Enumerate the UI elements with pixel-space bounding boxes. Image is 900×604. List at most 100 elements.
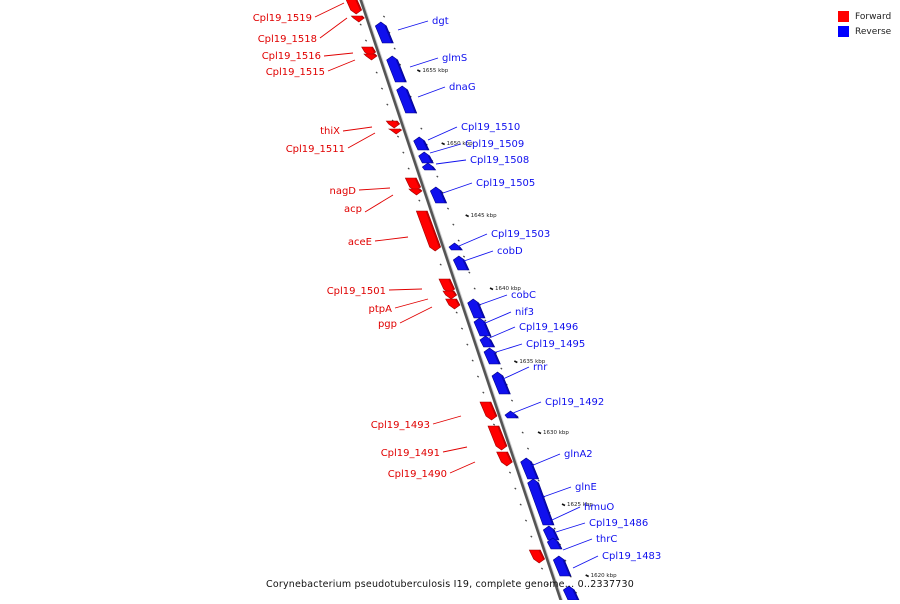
rev-19-leader — [562, 538, 593, 551]
minor-tick — [457, 239, 460, 242]
gene-features — [345, 0, 580, 601]
gene-cpl19-1518-shade — [360, 15, 364, 19]
gene-cpl19-1495-shade — [493, 351, 501, 365]
gene-glms-shade — [395, 59, 407, 83]
gene-dnag-shade — [405, 89, 417, 114]
minor-tick — [471, 359, 474, 362]
kbp-tick — [465, 214, 470, 218]
fwd-5-leader — [347, 132, 376, 149]
rev-11-leader — [486, 326, 516, 340]
rev-15-label: glnA2 — [564, 449, 593, 460]
gene-dgt — [374, 21, 394, 44]
fwd-4-label: thiX — [320, 126, 340, 137]
kbp-tick — [441, 142, 446, 146]
gene-acp — [408, 188, 423, 196]
gene-cpl19-1515 — [363, 53, 378, 61]
fwd-7-leader — [364, 194, 394, 213]
minor-tick — [476, 375, 480, 378]
minor-tick — [492, 423, 496, 426]
gene-nif3-shade — [483, 321, 491, 337]
gene-cpl19-1518 — [350, 15, 365, 23]
gene-cpl19-1515-shade — [373, 53, 377, 57]
rev-6-leader — [442, 182, 473, 194]
gene-cpl19-1492-shade — [514, 414, 518, 419]
rev-15-leader — [530, 453, 561, 467]
gene-cpl19-1503-shade — [458, 246, 462, 251]
rev-6-label: Cpl19_1505 — [476, 178, 535, 189]
rev-2-leader — [417, 86, 446, 98]
kbp-tick — [561, 503, 566, 507]
rev-16-leader — [542, 486, 572, 498]
kbp-tick — [416, 69, 421, 73]
fwd-4-leader — [342, 126, 373, 132]
minor-tick — [380, 87, 384, 90]
rev-20-label: Cpl19_1483 — [602, 551, 661, 562]
fwd-3-label: Cpl19_1515 — [266, 67, 325, 78]
gene-dgt-shade — [384, 25, 394, 44]
rev-20-leader — [572, 555, 599, 569]
rev-8-leader — [463, 250, 494, 262]
gene-thix — [385, 120, 401, 129]
forward-swatch — [838, 11, 849, 22]
legend-forward-label: Forward — [855, 11, 892, 22]
rev-9-leader — [478, 294, 508, 306]
fwd-11-label: pgp — [378, 319, 397, 330]
gene-cobd-shade — [462, 259, 469, 271]
fwd-12-label: Cpl19_1493 — [371, 420, 430, 431]
gene-glms — [386, 55, 407, 83]
gene-cpl19-1490-shade — [505, 451, 513, 463]
gene-cpl19-1493-shade — [489, 401, 497, 417]
gene-unlabeled-rev-shade — [572, 589, 579, 601]
gene-cpl19-1510-shade — [422, 140, 429, 151]
reverse-swatch — [838, 26, 849, 37]
minor-tick — [524, 519, 528, 522]
gene-cpl19-1505-shade — [439, 190, 447, 204]
rev-0-label: dgt — [432, 16, 449, 27]
minor-tick — [462, 255, 466, 258]
fwd-0-label: Cpl19_1519 — [253, 13, 312, 24]
gene-nagd-shade — [414, 177, 421, 188]
kbp-label: 1655 kbp — [422, 68, 448, 74]
fwd-6-label: nagD — [329, 186, 356, 197]
gene-pgp-shade — [454, 298, 460, 306]
map-caption: Corynebacterium pseudotuberculosis I19, … — [266, 579, 634, 590]
fwd-0-leader — [314, 2, 345, 18]
genome-backbone — [359, 0, 565, 604]
fwd-13-label: Cpl19_1491 — [381, 448, 440, 459]
gene-cpl19-1519-shade — [355, 0, 362, 11]
minor-tick — [446, 207, 450, 210]
rev-10-label: nif3 — [515, 307, 534, 318]
kbp-label: 1620 kbp — [591, 573, 617, 579]
minor-tick — [514, 487, 517, 490]
gene-cobd — [452, 255, 470, 271]
rev-8-label: cobD — [497, 246, 523, 257]
rev-9-label: cobC — [511, 290, 536, 301]
fwd-3-leader — [327, 59, 356, 72]
gene-cpl19-1491-shade — [497, 425, 507, 447]
gene-hmuo-shade — [552, 529, 559, 541]
rev-19-label: thrC — [596, 534, 617, 545]
legend-forward: Forward — [838, 9, 891, 24]
rev-12-label: Cpl19_1495 — [526, 339, 585, 350]
kbp-tick — [537, 431, 542, 435]
gene-acee-shade — [425, 210, 441, 248]
minor-tick — [452, 223, 455, 226]
gene-cpl19-1511 — [387, 128, 403, 135]
rev-16-label: glnE — [575, 482, 597, 493]
minor-tick — [508, 471, 512, 474]
rev-0-leader — [397, 20, 429, 31]
gene-cpl19-1495 — [483, 347, 501, 365]
gene-cpl19-1516-shade — [370, 46, 376, 53]
rev-13-leader — [502, 366, 530, 380]
minor-tick — [519, 503, 522, 506]
gene-dnag — [396, 85, 418, 114]
kbp-label: 1630 kbp — [543, 430, 569, 436]
rev-17-label: hmuO — [584, 502, 614, 513]
gene-glne — [527, 478, 555, 526]
fwd-14-label: Cpl19_1490 — [388, 469, 447, 480]
rev-7-label: Cpl19_1503 — [491, 229, 550, 240]
minor-tick — [396, 135, 400, 138]
minor-tick — [455, 311, 458, 314]
minor-tick — [546, 583, 549, 586]
